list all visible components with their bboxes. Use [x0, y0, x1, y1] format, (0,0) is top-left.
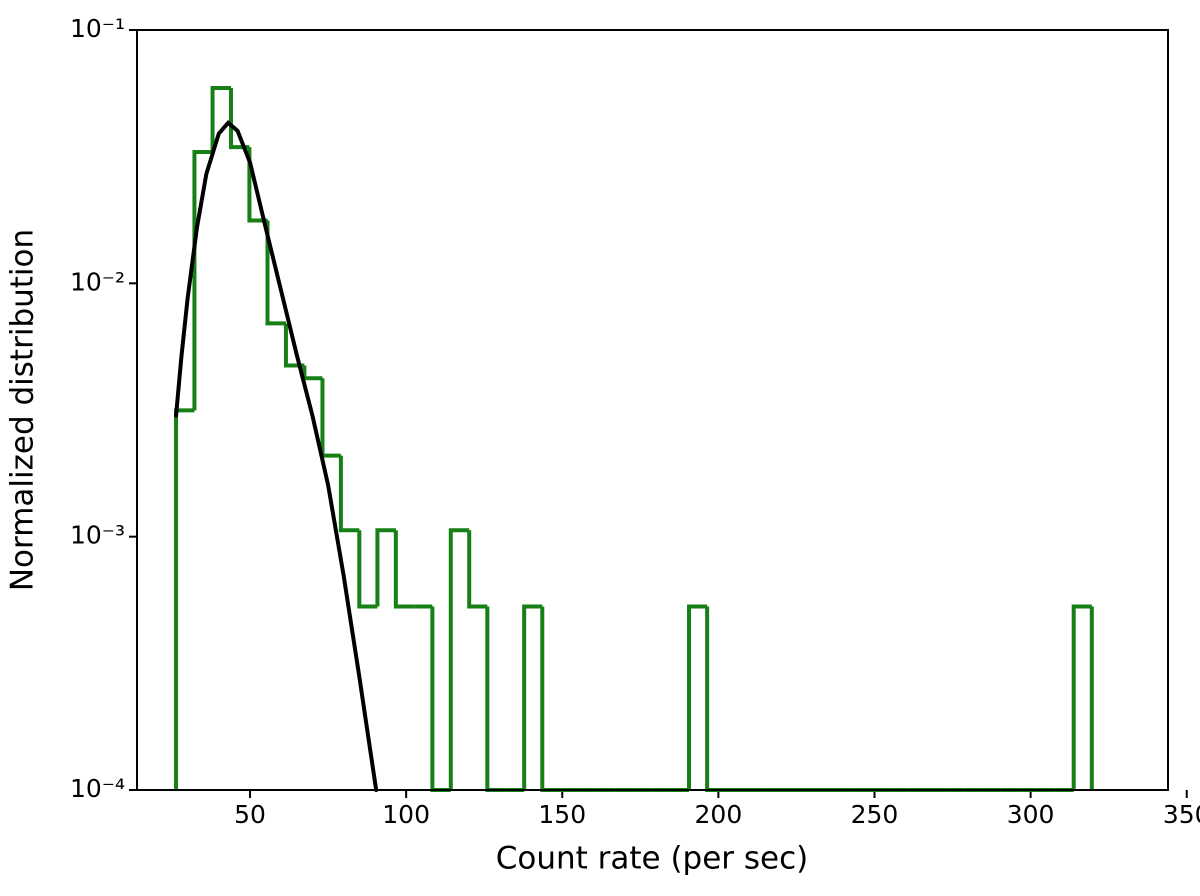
histogram-bin — [540, 606, 561, 792]
histogram-bin — [522, 604, 543, 790]
x-tick-label: 300 — [1007, 800, 1055, 829]
histogram-bin — [430, 606, 451, 792]
histogram-bin — [448, 528, 470, 790]
histogram-bin — [705, 606, 726, 792]
histogram-bin — [687, 604, 708, 790]
y-tick-label: 10⁻³ — [70, 521, 125, 550]
histogram-bin — [265, 220, 286, 326]
histogram-bin — [302, 365, 323, 381]
x-tick-label: 100 — [382, 800, 430, 829]
histogram-bin — [357, 530, 378, 609]
histogram-bin — [320, 378, 341, 458]
histogram-bin — [1071, 604, 1092, 790]
x-tick-label: 350 — [1163, 800, 1200, 829]
histogram-bin — [467, 530, 488, 609]
histogram-bin — [393, 530, 415, 609]
histogram-bin — [485, 606, 506, 792]
y-axis-label: Normalized distribution — [5, 229, 41, 591]
histogram-bin — [192, 149, 213, 411]
x-axis-label: Count rate (per sec) — [496, 841, 809, 877]
y-tick-label: 10⁻¹ — [70, 14, 125, 43]
x-tick-label: 200 — [695, 800, 743, 829]
histogram-bin — [210, 86, 231, 152]
x-tick-label: 50 — [234, 800, 266, 829]
y-tick-label: 10⁻⁴ — [70, 774, 125, 803]
plot-frame — [136, 29, 1169, 791]
histogram-bin — [247, 147, 268, 223]
y-tick-label: 10⁻² — [70, 267, 125, 296]
x-tick-label: 250 — [851, 800, 899, 829]
histogram-bin — [375, 528, 396, 607]
histogram-bin — [174, 408, 195, 790]
histogram-bin — [338, 455, 360, 533]
x-tick-label: 150 — [538, 800, 586, 829]
fit-curve — [174, 120, 379, 792]
